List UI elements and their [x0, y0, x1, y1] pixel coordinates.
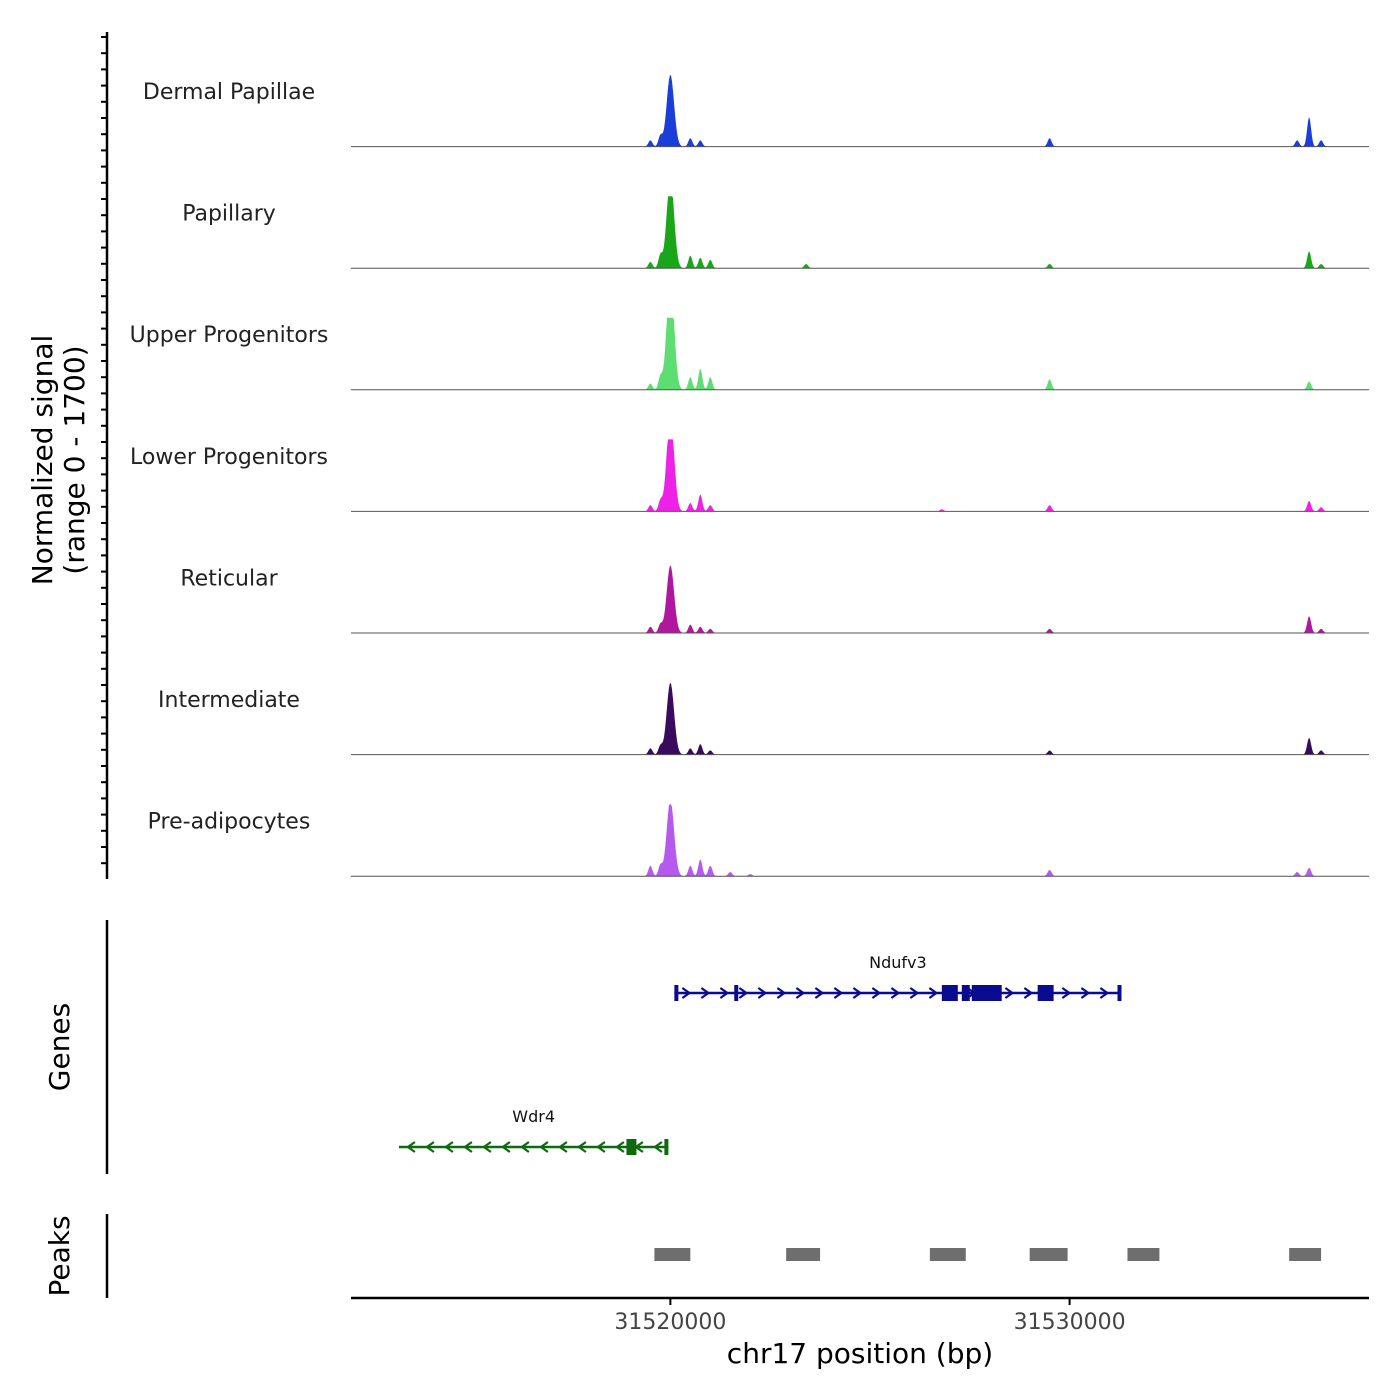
peak-regions [654, 1248, 1322, 1261]
strand-arrow [425, 1141, 435, 1153]
peaks-ylabel: Peaks [43, 1215, 76, 1296]
strand-arrow [1023, 987, 1034, 999]
strand-arrow [596, 1141, 606, 1153]
strand-arrow [1004, 987, 1015, 999]
track-label: Intermediate [158, 688, 300, 713]
track-label: Papillary [182, 202, 276, 227]
gene-label: Wdr4 [512, 1107, 555, 1126]
exon [1037, 985, 1054, 1001]
track-label: Reticular [180, 566, 278, 591]
strand-arrow [871, 987, 882, 999]
strand-arrow [482, 1141, 492, 1153]
exon [1117, 985, 1122, 1001]
coverage-area [351, 439, 1369, 512]
strand-arrow [1080, 987, 1091, 999]
track-intermediate: Intermediate [158, 682, 1369, 756]
strand-arrow [700, 987, 711, 999]
track-reticular: Reticular [180, 565, 1369, 634]
strand-arrow [738, 987, 749, 999]
track-label: Dermal Papillae [143, 80, 315, 105]
x-tick-label: 31530000 [1014, 1310, 1126, 1335]
strand-arrow [928, 987, 939, 999]
strand-arrow [653, 1141, 663, 1153]
strand-arrow [558, 1141, 568, 1153]
track-papillary: Papillary [182, 196, 1369, 269]
gene-wdr4: Wdr4 [398, 1107, 669, 1155]
strand-arrow [615, 1141, 625, 1153]
strand-arrow [719, 987, 730, 999]
x-tick-label: 31520000 [614, 1310, 726, 1335]
strand-arrow [890, 987, 901, 999]
peak-region [786, 1248, 821, 1261]
coverage-area [351, 74, 1369, 147]
coverage-area [351, 804, 1369, 877]
gene-ndufv3: Ndufv3 [674, 953, 1122, 1001]
exon [734, 985, 739, 1001]
strand-arrow [1061, 987, 1072, 999]
exon [941, 985, 958, 1001]
x-axis-label: chr17 position (bp) [727, 1337, 993, 1370]
coverage-ylabel-line1: Normalized signal [26, 335, 59, 586]
strand-arrow [1099, 987, 1110, 999]
exon [674, 985, 679, 1001]
coverage-tracks: Dermal Papillae Papillary Upper Progenitor… [130, 74, 1369, 877]
strand-arrow [852, 987, 863, 999]
track-dermal-papillae: Dermal Papillae [143, 74, 1369, 148]
strand-arrow [577, 1141, 587, 1153]
strand-arrow [776, 987, 787, 999]
coverage-ylabel-line2: (range 0 - 1700) [58, 345, 91, 574]
exon [664, 1139, 669, 1155]
strand-arrow [681, 987, 692, 999]
track-pre-adipocytes: Pre-adipocytes [148, 804, 1369, 877]
genes-ylabel: Genes [43, 1003, 76, 1091]
peak-region [654, 1248, 691, 1261]
track-lower-progenitors: Lower Progenitors [130, 439, 1369, 512]
x-axis-ticks: 31520000 31530000 [614, 1298, 1126, 1335]
coverage-area [351, 565, 1369, 633]
exon [971, 985, 1002, 1001]
peak-region [1127, 1248, 1160, 1261]
strand-arrow [814, 987, 825, 999]
strand-arrow [463, 1141, 473, 1153]
strand-arrow [833, 987, 844, 999]
coverage-area [351, 682, 1369, 755]
strand-arrow [520, 1141, 530, 1153]
strand-arrow [406, 1141, 416, 1153]
gene-annotations: Ndufv3 Wdr4 [398, 953, 1122, 1155]
strand-arrow [795, 987, 806, 999]
exon [961, 985, 970, 1001]
peak-region [1029, 1248, 1068, 1261]
peak-region [929, 1248, 966, 1261]
coverage-area [351, 196, 1369, 269]
track-upper-progenitors: Upper Progenitors [130, 317, 1369, 391]
strand-arrow [444, 1141, 454, 1153]
strand-arrow [909, 987, 920, 999]
exon [626, 1139, 637, 1155]
peak-region [1289, 1248, 1322, 1261]
strand-arrow [757, 987, 768, 999]
coverage-axis-ticks [101, 36, 107, 865]
gene-label: Ndufv3 [869, 953, 927, 972]
coverage-area [351, 317, 1369, 390]
strand-arrow [539, 1141, 549, 1153]
track-label: Lower Progenitors [130, 445, 328, 470]
track-label: Upper Progenitors [130, 323, 329, 348]
track-label: Pre-adipocytes [148, 810, 311, 835]
strand-arrow [501, 1141, 511, 1153]
